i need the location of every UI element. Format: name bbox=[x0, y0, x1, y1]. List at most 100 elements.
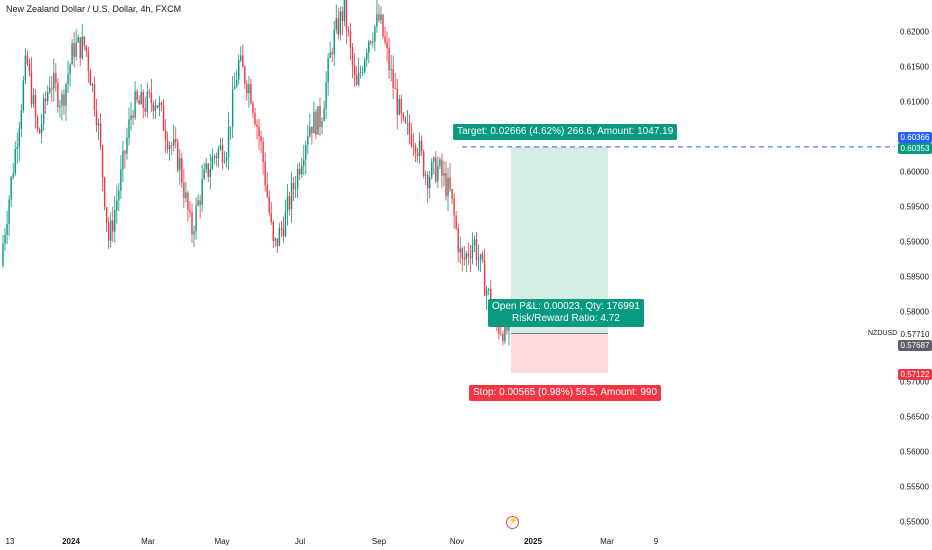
candle-body bbox=[412, 145, 415, 147]
candle-body bbox=[303, 159, 305, 166]
candle-body bbox=[435, 157, 437, 182]
candle-body bbox=[120, 169, 122, 191]
candle-body bbox=[219, 145, 222, 150]
candle-body bbox=[374, 26, 376, 42]
candle-body bbox=[142, 92, 144, 109]
candle-body bbox=[355, 75, 358, 85]
candle-body bbox=[101, 145, 104, 178]
y-tick-label: 0.56500 bbox=[900, 413, 929, 422]
candle-body bbox=[329, 52, 331, 58]
candle-body bbox=[453, 198, 455, 216]
price-tag-current: 0.57687 bbox=[898, 340, 932, 351]
candle-body bbox=[286, 196, 289, 212]
x-tick-label: Nov bbox=[450, 537, 464, 546]
candle-body bbox=[170, 145, 173, 146]
candle-body bbox=[158, 102, 161, 108]
candle-body bbox=[215, 156, 218, 159]
tradingview-logo-icon[interactable] bbox=[506, 516, 519, 529]
candle-body bbox=[351, 47, 354, 67]
candle-body bbox=[288, 196, 291, 210]
candle-body bbox=[134, 91, 136, 118]
price-axis[interactable]: 0.620000.615000.610000.605000.600000.595… bbox=[900, 28, 929, 527]
y-tick-label: 0.57000 bbox=[900, 378, 929, 387]
candle-body bbox=[40, 124, 43, 134]
candle-body bbox=[99, 123, 102, 146]
candle-body bbox=[229, 126, 232, 128]
candle-body bbox=[128, 119, 130, 138]
y-tick-label: 0.61500 bbox=[900, 63, 929, 72]
candle-body bbox=[433, 157, 435, 162]
candle-body bbox=[402, 113, 405, 118]
candle-body bbox=[394, 88, 396, 89]
candle-body bbox=[404, 117, 407, 123]
stop-label[interactable]: Stop: 0.00565 (0.98%) 56.5, Amount: 990 bbox=[469, 385, 662, 401]
candle-body bbox=[189, 210, 191, 212]
chart-title: New Zealand Dollar / U.S. Dollar, 4h, FX… bbox=[6, 4, 182, 14]
candle-body bbox=[463, 258, 465, 260]
x-tick-label: 9 bbox=[654, 537, 659, 546]
target-label[interactable]: Target: 0.02666 (4.62%) 266.6, Amount: 1… bbox=[453, 124, 678, 140]
candle-body bbox=[268, 196, 270, 213]
candle-body bbox=[459, 248, 461, 253]
candle-body bbox=[130, 115, 132, 120]
candle-body bbox=[160, 102, 163, 105]
candle-body bbox=[242, 55, 244, 68]
candle-body bbox=[502, 333, 504, 342]
candle-body bbox=[445, 173, 447, 197]
candle-body bbox=[193, 231, 195, 235]
candle-body bbox=[136, 91, 138, 101]
candle-body bbox=[254, 112, 256, 125]
candle-body bbox=[274, 238, 277, 241]
position-zones[interactable] bbox=[511, 146, 608, 374]
candle-body bbox=[154, 105, 157, 112]
open-pnl-label[interactable]: Open P&L: 0.00023, Qty: 176991 Risk/Rewa… bbox=[488, 299, 644, 327]
candle-body bbox=[280, 227, 283, 229]
x-tick-label: Mar bbox=[141, 537, 155, 546]
y-tick-label: 0.55000 bbox=[900, 518, 929, 527]
candle-body bbox=[69, 64, 71, 75]
candle-body bbox=[109, 220, 112, 241]
time-axis[interactable]: 13 2024 Mar May Jul Sep Nov 2025 Mar 9 bbox=[6, 537, 659, 546]
candle-body bbox=[233, 86, 236, 90]
candle-body bbox=[77, 37, 79, 43]
candle-body bbox=[181, 158, 183, 183]
candle-body bbox=[327, 57, 329, 82]
candle-body bbox=[361, 71, 364, 73]
y-tick-label: 0.60000 bbox=[900, 168, 929, 177]
candle-body bbox=[378, 14, 380, 21]
candle-body bbox=[199, 200, 201, 205]
candle-body bbox=[36, 116, 39, 129]
candle-body bbox=[240, 55, 242, 61]
candle-body bbox=[414, 145, 417, 153]
candle-body bbox=[487, 289, 490, 291]
candle-body bbox=[57, 82, 59, 108]
candle-body bbox=[420, 140, 423, 152]
x-tick-label: Sep bbox=[372, 537, 387, 546]
candle-body bbox=[319, 106, 321, 127]
candle-body bbox=[477, 259, 480, 261]
candle-body bbox=[209, 169, 211, 177]
candle-body bbox=[32, 95, 35, 105]
candle-body bbox=[85, 45, 88, 52]
candle-body bbox=[183, 182, 185, 199]
candle-body bbox=[28, 63, 31, 72]
candle-body bbox=[252, 103, 254, 113]
candle-body bbox=[475, 239, 478, 260]
x-tick-label: Jul bbox=[295, 537, 305, 546]
candle-body bbox=[424, 174, 427, 176]
candle-body bbox=[95, 110, 98, 126]
candle-body bbox=[42, 98, 45, 125]
candle-body bbox=[118, 190, 120, 201]
candle-body bbox=[429, 177, 431, 189]
candle-body bbox=[294, 188, 297, 190]
candle-body bbox=[296, 168, 299, 189]
candle-body bbox=[22, 80, 25, 111]
candle-body bbox=[24, 55, 27, 81]
risk-reward-text: Risk/Reward Ratio: 4.72 bbox=[512, 313, 620, 324]
candle-body bbox=[422, 151, 425, 176]
candle-body bbox=[223, 160, 226, 163]
candle-body bbox=[14, 148, 16, 174]
candle-body bbox=[455, 215, 457, 229]
candle-body bbox=[89, 70, 92, 86]
